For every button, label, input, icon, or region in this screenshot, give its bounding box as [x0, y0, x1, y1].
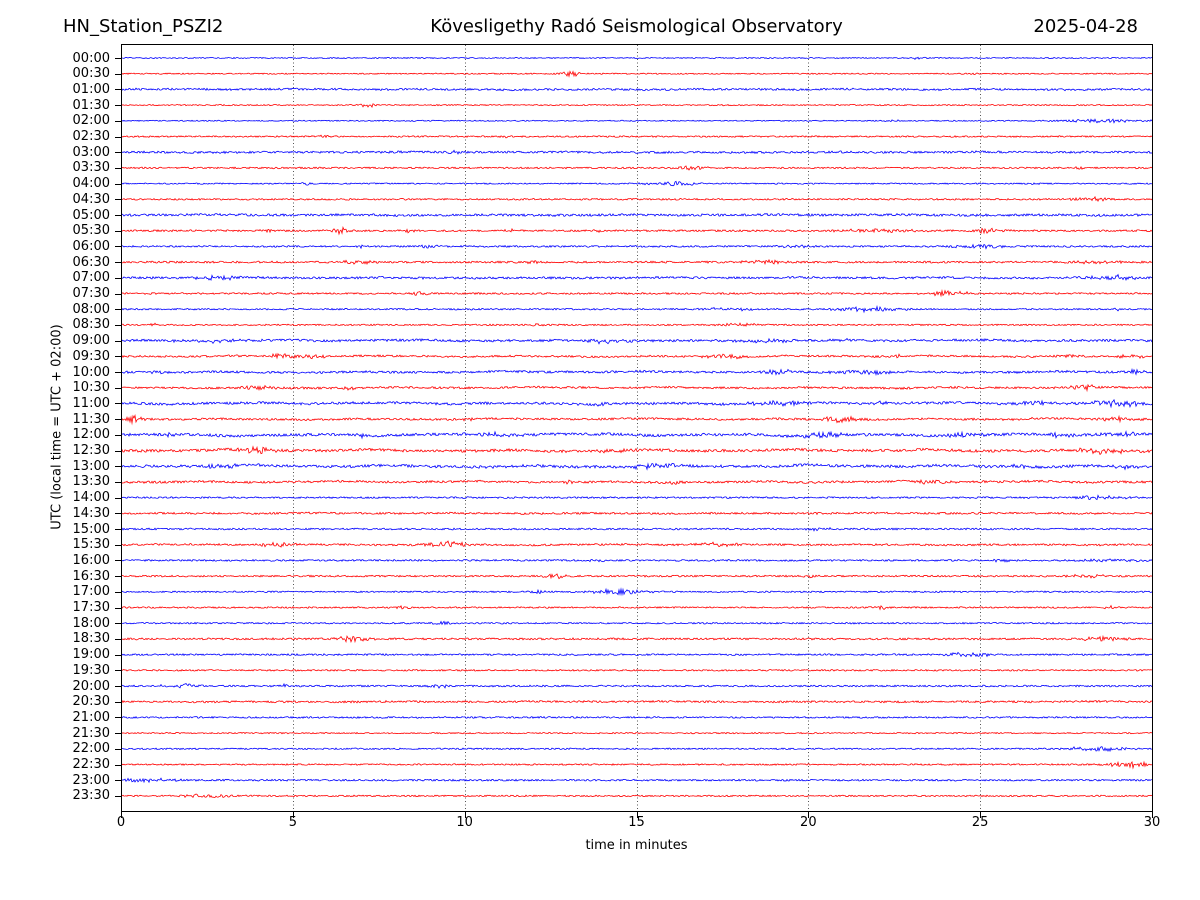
x-tick-label: 15 [628, 815, 645, 830]
y-tick-label: 09:30 [72, 348, 110, 364]
x-tick-label: 0 [116, 815, 126, 830]
y-tick-label: 06:30 [72, 254, 110, 270]
x-tick-label: 30 [1143, 815, 1161, 830]
y-tick-label: 12:30 [72, 443, 110, 458]
y-tick-label: 14:00 [72, 490, 110, 506]
y-tick-label: 13:00 [72, 458, 110, 474]
y-tick-label: 07:30 [72, 286, 110, 301]
y-tick-label: 23:30 [72, 788, 110, 804]
y-tick-label: 04:30 [72, 191, 110, 207]
y-tick-label: 03:30 [72, 160, 110, 176]
y-tick-label: 08:00 [72, 301, 110, 317]
y-tick-label: 13:30 [72, 474, 110, 490]
y-tick-label: 10:30 [72, 380, 110, 396]
y-tick-label: 21:30 [72, 725, 110, 741]
y-tick-label: 05:00 [72, 207, 110, 223]
y-tick-label: 11:30 [72, 411, 110, 427]
date-label: 2025-04-28 [1033, 16, 1138, 37]
y-tick-label: 06:00 [72, 238, 110, 254]
y-tick-label: 00:30 [72, 66, 110, 82]
y-tick-label: 12:00 [72, 427, 110, 443]
station-title: HN_Station_PSZI2 [63, 16, 224, 37]
x-tick-label: 25 [971, 815, 989, 830]
y-tick-label: 09:00 [72, 333, 110, 349]
y-tick-label: 17:00 [72, 584, 110, 600]
y-tick-label: 10:00 [72, 364, 110, 380]
y-tick-label: 15:30 [72, 537, 110, 553]
y-tick-label: 02:30 [72, 129, 110, 144]
y-tick-label: 07:00 [72, 270, 110, 286]
y-tick-label: 15:00 [72, 521, 110, 537]
y-tick-label: 16:00 [72, 552, 110, 568]
y-tick-label: 19:00 [72, 647, 110, 663]
y-tick-label: 17:30 [72, 600, 110, 615]
y-tick-label: 02:00 [72, 113, 110, 129]
y-tick-label: 16:30 [72, 568, 110, 584]
y-tick-label: 00:00 [72, 50, 110, 66]
y-tick-label: 01:00 [72, 81, 110, 97]
y-tick-label: 19:30 [72, 662, 110, 678]
y-tick-label: 20:30 [72, 694, 110, 710]
x-tick-label: 5 [288, 815, 297, 830]
observatory-title: Kövesligethy Radó Seismological Observat… [430, 16, 843, 37]
y-tick-label: 21:00 [72, 709, 110, 725]
y-tick-label: 22:00 [72, 741, 110, 757]
y-tick-label: 22:30 [72, 757, 110, 772]
y-tick-label: 04:00 [72, 176, 110, 192]
y-tick-label: 20:00 [72, 678, 110, 694]
y-tick-label: 05:30 [72, 223, 110, 239]
y-tick-label: 23:00 [72, 772, 110, 788]
y-tick-label: 01:30 [72, 97, 110, 113]
x-tick-label: 20 [800, 815, 817, 830]
x-axis-label: time in minutes [585, 838, 688, 853]
y-tick-label: 18:00 [72, 615, 110, 631]
y-tick-label: 14:30 [72, 505, 110, 521]
y-tick-label: 03:00 [72, 144, 110, 160]
y-tick-label: 11:00 [72, 395, 110, 411]
x-tick-label: 10 [456, 815, 473, 830]
y-tick-label: 18:30 [72, 631, 110, 647]
y-tick-label: 08:30 [72, 317, 110, 333]
